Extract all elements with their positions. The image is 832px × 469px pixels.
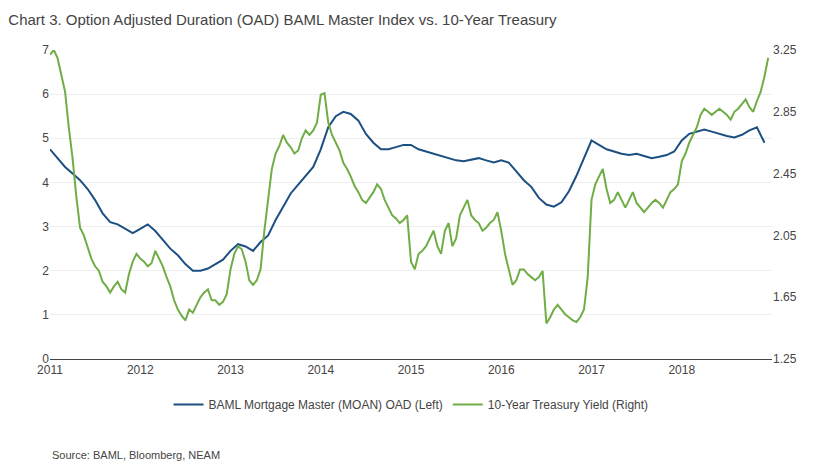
svg-text:2014: 2014 [307,363,334,377]
svg-text:Chart 3. Option Adjusted Durat: Chart 3. Option Adjusted Duration (OAD) … [8,11,557,28]
svg-text:6: 6 [42,87,49,101]
svg-text:BAML Mortgage Master (MOAN) OA: BAML Mortgage Master (MOAN) OAD (Left) [209,398,443,412]
svg-text:2017: 2017 [578,363,605,377]
svg-text:Source: BAML, Bloomberg, NEAM: Source: BAML, Bloomberg, NEAM [52,449,220,461]
svg-text:1.65: 1.65 [773,290,797,304]
svg-text:2.85: 2.85 [773,105,797,119]
svg-text:2012: 2012 [127,363,154,377]
svg-text:2011: 2011 [37,363,63,377]
svg-text:3.25: 3.25 [773,43,797,57]
svg-text:0: 0 [42,352,49,366]
svg-text:10-Year Treasury Yield (Right): 10-Year Treasury Yield (Right) [488,398,648,412]
svg-text:4: 4 [42,176,49,190]
svg-text:1.25: 1.25 [773,352,797,366]
svg-text:2: 2 [42,264,49,278]
svg-text:3: 3 [42,220,49,234]
svg-text:2.45: 2.45 [773,167,797,181]
svg-text:1: 1 [42,308,49,322]
svg-text:2018: 2018 [668,363,695,377]
svg-text:7: 7 [42,43,49,57]
svg-text:5: 5 [42,131,49,145]
svg-text:2013: 2013 [217,363,244,377]
svg-text:2016: 2016 [488,363,515,377]
svg-text:2015: 2015 [398,363,425,377]
svg-text:2.05: 2.05 [773,229,797,243]
